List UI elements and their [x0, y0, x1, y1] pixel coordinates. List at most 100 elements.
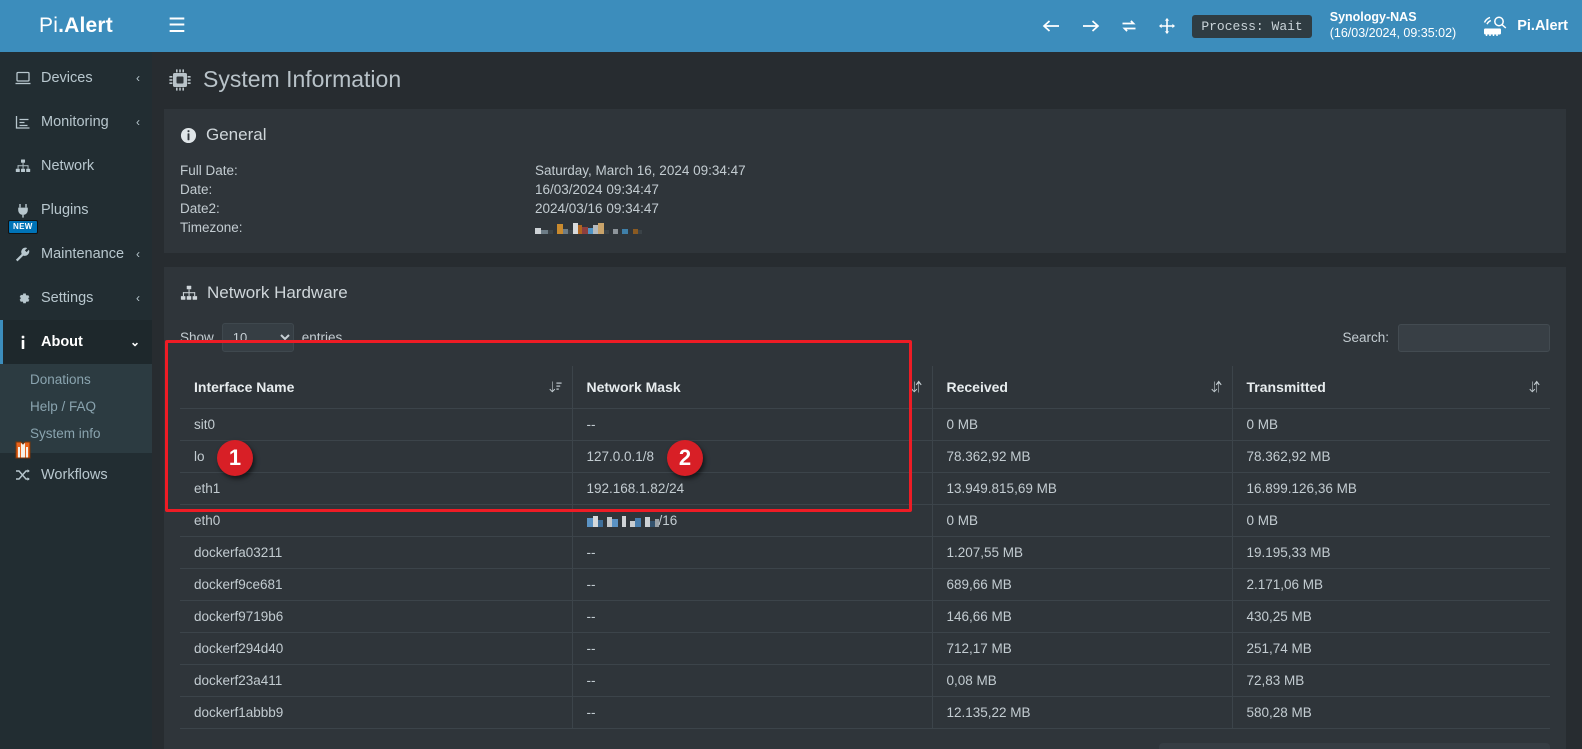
pagination-button[interactable]: 1	[1240, 743, 1276, 749]
table-row[interactable]: dockerf294d40 -- 712,17 MB 251,74 MB	[180, 632, 1550, 665]
chevron-left-icon: ‹	[136, 291, 140, 305]
sidebar-item-label: Monitoring	[41, 114, 109, 130]
column-header-network-mask[interactable]: Network Mask	[572, 366, 933, 409]
sidebar-item-label: Devices	[41, 70, 93, 86]
general-value: 2024/03/16 09:34:47	[535, 201, 659, 216]
redaction-blocks	[535, 221, 642, 234]
column-label: Received	[946, 379, 1008, 395]
callout-marker-1: 1	[217, 440, 253, 476]
table-row[interactable]: dockerf9ce681 -- 689,66 MB 2.171,06 MB	[180, 568, 1550, 601]
cell-received: 689,66 MB	[932, 568, 1233, 601]
microchip-icon	[168, 68, 192, 92]
cell-received: 146,66 MB	[932, 600, 1233, 633]
new-badge: NEW	[8, 220, 38, 234]
pagination-button[interactable]: Next	[1494, 743, 1550, 749]
hamburger-icon[interactable]: ☰	[168, 15, 186, 37]
sidebar-item-label: Settings	[41, 290, 94, 306]
cell-network-mask: --	[572, 536, 933, 569]
sidebar-item-label: Maintenance	[41, 246, 125, 262]
cell-received: 0 MB	[932, 408, 1233, 441]
chevron-down-icon: ⌄	[129, 335, 140, 349]
page-length-select[interactable]: 102550100	[221, 323, 294, 352]
table-row[interactable]: dockerf1abbb9 -- 12.135,22 MB 580,28 MB	[180, 696, 1550, 729]
general-key: Date:	[180, 182, 213, 197]
network-hardware-body: Show 102550100 entries Search:	[164, 313, 1566, 749]
cell-interface-name: dockerfa03211	[180, 536, 573, 569]
info-circle-icon	[180, 127, 197, 144]
sidebar-item-system-info[interactable]: System info	[30, 426, 101, 441]
pagination-button[interactable]: 5	[1382, 743, 1418, 749]
cell-interface-name: eth0	[180, 504, 573, 537]
cell-transmitted: 0 MB	[1232, 504, 1550, 537]
network-hardware-panel: Network Hardware Show 102550100 entries …	[164, 267, 1566, 749]
general-value-redacted	[535, 220, 1550, 235]
column-header-interface-name[interactable]: Interface Name	[180, 366, 573, 409]
safety-vest-icon	[12, 439, 34, 461]
column-header-transmitted[interactable]: Transmitted	[1232, 366, 1550, 409]
general-key: Full Date:	[180, 163, 238, 178]
cell-network-mask: 192.168.1.82/24	[572, 472, 933, 505]
move-icon[interactable]	[1158, 17, 1176, 35]
column-header-received[interactable]: Received	[932, 366, 1233, 409]
sidebar-item-help-faq[interactable]: Help / FAQ	[30, 399, 97, 414]
sort-desc-icon	[548, 381, 562, 394]
cell-transmitted: 78.362,92 MB	[1232, 440, 1550, 473]
cell-network-mask: --	[572, 600, 933, 633]
cell-received: 1.207,55 MB	[932, 536, 1233, 569]
table-row[interactable]: dockerf9719b6 -- 146,66 MB 430,25 MB	[180, 600, 1550, 633]
sidebar-item-label: Workflows	[41, 467, 108, 483]
sidebar-item-devices[interactable]: Devices ‹	[0, 56, 152, 100]
sidebar-item-label: About	[41, 334, 83, 350]
router-scan-icon	[1482, 15, 1508, 37]
gear-icon	[14, 291, 32, 306]
sidebar-item-donations[interactable]: Donations	[30, 372, 91, 387]
sidebar-item-monitoring[interactable]: Monitoring ‹	[0, 100, 152, 144]
cell-interface-name: eth1	[180, 472, 573, 505]
sidebar-nav: Devices ‹ Monitoring ‹	[0, 52, 152, 497]
host-name: Synology-NAS	[1329, 10, 1417, 25]
general-panel-body: Full Date: Saturday, March 16, 2024 09:3…	[164, 155, 1566, 253]
arrow-left-icon[interactable]	[1042, 18, 1061, 34]
sidebar-item-settings[interactable]: Settings ‹	[0, 276, 152, 320]
callout-marker-2: 2	[667, 440, 703, 476]
laptop-icon	[14, 71, 32, 85]
pagination-button[interactable]: 4	[1346, 743, 1382, 749]
cell-network-mask-suffix: /16	[658, 513, 678, 528]
brand-text-light: Pi	[39, 14, 59, 37]
cell-received: 13.949.815,69 MB	[932, 472, 1233, 505]
column-label: Interface Name	[194, 379, 295, 395]
pagination-button[interactable]: 8	[1459, 743, 1495, 749]
entries-label: entries	[301, 330, 343, 345]
cell-transmitted: 430,25 MB	[1232, 600, 1550, 633]
refresh-icon[interactable]	[1120, 18, 1138, 34]
table-row[interactable]: dockerfa03211 -- 1.207,55 MB 19.195,33 MB	[180, 536, 1550, 569]
table-row[interactable]: eth1 192.168.1.82/24 13.949.815,69 MB 16.89…	[180, 472, 1550, 505]
topbar-brand[interactable]: Pi.Alert	[1482, 15, 1568, 37]
pagination-button[interactable]: 2	[1275, 743, 1311, 749]
sidebar-item-about[interactable]: About ⌄	[0, 320, 152, 364]
table-header-row: Interface Name Network	[180, 366, 1550, 409]
search-input[interactable]	[1398, 323, 1550, 352]
search-label: Search:	[1342, 330, 1389, 345]
sort-icon	[1529, 380, 1540, 394]
table-row[interactable]: sit0 -- 0 MB 0 MB	[180, 408, 1550, 441]
pagination-button[interactable]: Previous	[1159, 743, 1240, 749]
table-row[interactable]: dockerf23a411 -- 0,08 MB 72,83 MB	[180, 664, 1550, 697]
cell-network-mask: /16	[572, 504, 933, 537]
cell-received: 0,08 MB	[932, 664, 1233, 697]
sidebar-item-label: Network	[41, 158, 95, 174]
content-area: System Information General	[152, 52, 1582, 749]
sidebar-item-workflows[interactable]: Workflows	[0, 441, 152, 497]
cell-network-mask: 127.0.0.1/8	[572, 440, 933, 473]
sidebar-item-plugins[interactable]: Plugins	[0, 188, 152, 232]
sidebar-item-network[interactable]: Network	[0, 144, 152, 188]
brand-logo[interactable]: Pi .Alert	[0, 0, 152, 52]
pagination-button[interactable]: 3	[1311, 743, 1347, 749]
pagination-button[interactable]: …	[1417, 743, 1459, 749]
general-panel-header: General	[164, 112, 1566, 155]
host-info: Synology-NAS (16/03/2024, 09:35:02)	[1330, 10, 1457, 41]
table-row[interactable]: eth0/16 0 MB 0 MB	[180, 504, 1550, 537]
arrow-right-icon[interactable]	[1081, 18, 1100, 34]
table-row[interactable]: lo 127.0.0.1/8 78.362,92 MB 78.362,92 MB	[180, 440, 1550, 473]
sidebar-item-maintenance[interactable]: NEW Maintenance ‹	[0, 220, 152, 276]
